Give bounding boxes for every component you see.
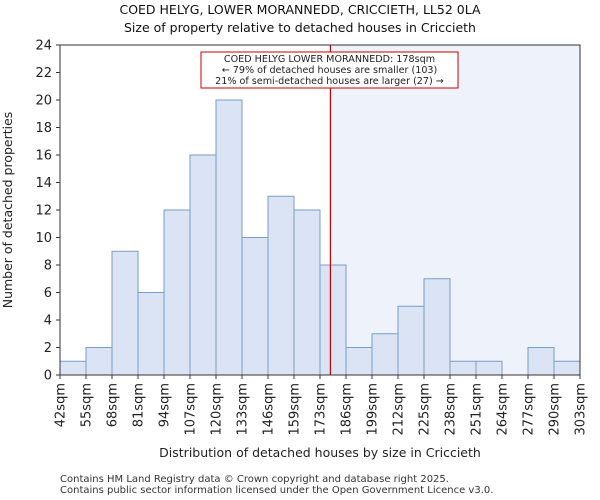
y-tick-label: 6 <box>44 286 52 301</box>
x-tick-label: 290sqm <box>548 383 563 436</box>
x-tick-label: 251sqm <box>470 383 485 436</box>
y-tick-label: 20 <box>35 94 52 109</box>
bar-238sqm <box>449 360 477 376</box>
x-tick-label: 107sqm <box>184 383 199 436</box>
y-tick-label: 22 <box>35 66 52 81</box>
y-tick-label: 18 <box>35 121 52 136</box>
bar-173sqm <box>319 264 347 376</box>
x-tick-label: 238sqm <box>444 383 459 436</box>
y-tick-label: 24 <box>35 39 52 54</box>
chart-title: COED HELYG, LOWER MORANNEDD, CRICCIETH, … <box>119 2 481 17</box>
bar-133sqm <box>241 237 269 376</box>
bar-251sqm <box>475 360 503 376</box>
x-tick-label: 173sqm <box>314 383 329 436</box>
y-tick-label: 16 <box>35 149 52 164</box>
bar-199sqm <box>371 333 399 376</box>
y-tick-label: 10 <box>35 231 52 246</box>
bar-55sqm <box>85 347 113 376</box>
x-tick-label: 199sqm <box>366 383 381 436</box>
x-tick-label: 212sqm <box>392 383 407 436</box>
y-axis-label: Number of detached properties <box>0 112 15 309</box>
x-tick-label: 120sqm <box>210 383 225 436</box>
x-tick-label: 277sqm <box>522 383 537 436</box>
annotation-line-2: ← 79% of detached houses are smaller (10… <box>222 65 438 76</box>
annotation-line-3: 21% of semi-detached houses are larger (… <box>215 76 444 87</box>
x-tick-label: 42sqm <box>54 383 69 427</box>
y-tick-label: 0 <box>44 369 52 384</box>
highlight-region <box>330 45 580 375</box>
bar-290sqm <box>553 360 581 376</box>
bar-159sqm <box>293 209 321 376</box>
x-axis-label: Distribution of detached houses by size … <box>159 445 481 460</box>
x-tick-label: 186sqm <box>340 383 355 436</box>
bars <box>59 99 581 376</box>
bar-68sqm <box>111 250 139 376</box>
y-tick-label: 4 <box>44 314 52 329</box>
bar-212sqm <box>397 305 425 376</box>
x-tick-label: 81sqm <box>132 383 147 427</box>
bar-42sqm <box>59 360 87 376</box>
x-tick-label: 146sqm <box>262 383 277 436</box>
y-tick-label: 2 <box>44 341 52 356</box>
bar-186sqm <box>345 347 373 376</box>
x-axis: 42sqm 55sqm 68sqm 81sqm 94sqm 107sqm 120sqm 133… <box>54 375 589 436</box>
x-tick-label: 55sqm <box>80 383 95 427</box>
annotation-box: COED HELYG LOWER MORANNEDD: 178sqm ← 79%… <box>200 51 459 89</box>
x-tick-label: 225sqm <box>418 383 433 436</box>
x-tick-label: 94sqm <box>158 383 173 427</box>
y-tick-label: 14 <box>35 176 52 191</box>
x-tick-label: 68sqm <box>106 383 121 427</box>
y-tick-label: 12 <box>35 204 52 219</box>
bar-107sqm <box>189 154 217 376</box>
plot-area: COED HELYG LOWER MORANNEDD: 178sqm ← 79%… <box>0 39 589 461</box>
annotation-frame <box>200 51 459 89</box>
y-tick-label: 8 <box>44 259 52 274</box>
chart-subtitle: Size of property relative to detached ho… <box>124 20 476 35</box>
x-tick-label: 133sqm <box>236 383 251 436</box>
footer-copyright: Contains HM Land Registry data © Crown c… <box>60 474 449 485</box>
bar-277sqm <box>527 347 555 376</box>
bar-146sqm <box>267 195 295 376</box>
bar-120sqm <box>215 99 243 376</box>
bar-81sqm <box>137 292 165 376</box>
footer-licence: Contains public sector information licen… <box>60 485 494 496</box>
x-tick-label: 159sqm <box>288 383 303 436</box>
x-tick-label: 303sqm <box>574 383 589 436</box>
bar-94sqm <box>163 209 191 376</box>
annotation-line-1: COED HELYG LOWER MORANNEDD: 178sqm <box>224 54 435 65</box>
x-tick-label: 264sqm <box>496 383 511 436</box>
bar-225sqm <box>423 278 451 376</box>
